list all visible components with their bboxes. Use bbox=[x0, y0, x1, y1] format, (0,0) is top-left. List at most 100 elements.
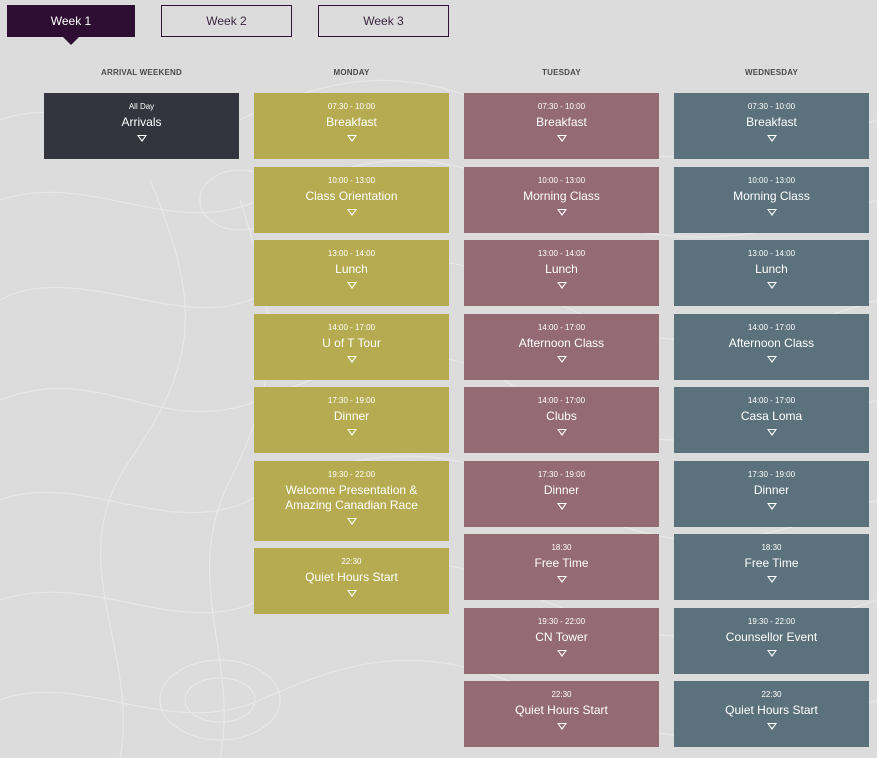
expand-chevron-icon[interactable] bbox=[766, 576, 777, 583]
event-card[interactable]: 22:30 Quiet Hours Start bbox=[254, 548, 449, 614]
expand-chevron-icon[interactable] bbox=[556, 355, 567, 363]
expand-chevron-icon[interactable] bbox=[556, 282, 567, 289]
event-title: Arrivals bbox=[121, 115, 162, 129]
event-card[interactable]: 19:30 - 22:00 CN Tower bbox=[464, 607, 659, 674]
event-card[interactable]: 17:30 - 19:00 Dinner bbox=[464, 460, 659, 527]
day-heading: ARRIVAL WEEKEND bbox=[101, 68, 182, 77]
event-time: 13:00 - 14:00 bbox=[327, 249, 376, 258]
day-heading: WEDNESDAY bbox=[744, 68, 799, 77]
expand-chevron-icon[interactable] bbox=[766, 135, 777, 142]
event-title: Class Orientation bbox=[305, 188, 398, 203]
event-title: Breakfast bbox=[746, 115, 797, 129]
event-card[interactable]: 14:00 - 17:00 Casa Loma bbox=[674, 387, 869, 453]
event-time: 14:00 - 17:00 bbox=[747, 322, 796, 332]
event-card[interactable]: 14:00 - 17:00 Clubs bbox=[464, 387, 659, 453]
event-card[interactable]: 07:30 - 10:00 Breakfast bbox=[464, 93, 659, 159]
event-card[interactable]: 13:00 - 14:00 Lunch bbox=[674, 240, 869, 306]
event-title: Lunch bbox=[755, 262, 788, 276]
event-time: 10:00 - 13:00 bbox=[747, 175, 796, 185]
event-time: 10:00 - 13:00 bbox=[537, 175, 586, 185]
event-time: 22:30 bbox=[761, 690, 782, 699]
event-time: 14:00 - 17:00 bbox=[537, 396, 586, 405]
event-card[interactable]: 07:30 - 10:00 Breakfast bbox=[674, 93, 869, 159]
event-card[interactable]: 19:30 - 22:00 Counsellor Event bbox=[674, 607, 869, 674]
event-title: Free Time bbox=[744, 556, 799, 570]
expand-chevron-icon[interactable] bbox=[556, 649, 567, 657]
tab-week-3[interactable]: Week 3 bbox=[318, 5, 449, 37]
expand-chevron-icon[interactable] bbox=[346, 429, 357, 436]
expand-chevron-icon[interactable] bbox=[766, 502, 777, 510]
event-card[interactable]: 17:30 - 19:00 Dinner bbox=[254, 387, 449, 453]
event-time: 18:30 bbox=[551, 543, 572, 552]
event-card[interactable]: 10:00 - 13:00 Morning Class bbox=[674, 166, 869, 233]
event-time: 07:30 - 10:00 bbox=[747, 102, 796, 111]
event-title: Afternoon Class bbox=[518, 335, 605, 350]
event-title: Quiet Hours Start bbox=[725, 703, 818, 717]
expand-chevron-icon[interactable] bbox=[346, 355, 357, 363]
event-title: Breakfast bbox=[536, 115, 587, 129]
event-time: All Day bbox=[128, 102, 155, 111]
expand-chevron-icon[interactable] bbox=[556, 208, 567, 216]
day-heading: TUESDAY bbox=[542, 68, 581, 77]
event-title: CN Tower bbox=[535, 629, 588, 644]
event-title: Lunch bbox=[335, 262, 368, 276]
event-time: 10:00 - 13:00 bbox=[327, 175, 376, 185]
event-time: 14:00 - 17:00 bbox=[747, 396, 796, 405]
event-time: 13:00 - 14:00 bbox=[747, 249, 796, 258]
event-time: 14:00 - 17:00 bbox=[537, 322, 586, 332]
event-title: Morning Class bbox=[523, 188, 600, 203]
event-card[interactable]: 14:00 - 17:00 Afternoon Class bbox=[464, 313, 659, 380]
event-title: Quiet Hours Start bbox=[515, 703, 608, 717]
expand-chevron-icon[interactable] bbox=[556, 576, 567, 583]
expand-chevron-icon[interactable] bbox=[766, 723, 777, 730]
expand-chevron-icon[interactable] bbox=[556, 429, 567, 436]
expand-chevron-icon[interactable] bbox=[556, 502, 567, 510]
event-card[interactable]: 14:00 - 17:00 U of T Tour bbox=[254, 313, 449, 380]
event-card[interactable]: 17:30 - 19:00 Dinner bbox=[674, 460, 869, 527]
expand-chevron-icon[interactable] bbox=[766, 429, 777, 436]
event-title: Dinner bbox=[543, 482, 580, 497]
day-column-arrival: ARRIVAL WEEKEND All Day Arrivals bbox=[44, 68, 239, 167]
expand-chevron-icon[interactable] bbox=[346, 282, 357, 289]
event-card[interactable]: 10:00 - 13:00 Morning Class bbox=[464, 166, 659, 233]
expand-chevron-icon[interactable] bbox=[766, 282, 777, 289]
event-card[interactable]: 10:00 - 13:00 Class Orientation bbox=[254, 166, 449, 233]
expand-chevron-icon[interactable] bbox=[766, 208, 777, 216]
event-card[interactable]: 22:30 Quiet Hours Start bbox=[464, 681, 659, 747]
event-time: 17:30 - 19:00 bbox=[537, 469, 586, 479]
event-card[interactable]: 18:30 Free Time bbox=[674, 534, 869, 600]
event-card[interactable]: 18:30 Free Time bbox=[464, 534, 659, 600]
event-card[interactable]: 22:30 Quiet Hours Start bbox=[674, 681, 869, 747]
expand-chevron-icon[interactable] bbox=[766, 355, 777, 363]
expand-chevron-icon[interactable] bbox=[346, 590, 357, 597]
tab-week-1[interactable]: Week 1 bbox=[7, 5, 135, 45]
event-time: 19:30 - 22:00 bbox=[537, 616, 586, 626]
event-card[interactable]: 13:00 - 14:00 Lunch bbox=[464, 240, 659, 306]
expand-chevron-icon[interactable] bbox=[346, 517, 357, 525]
expand-chevron-icon[interactable] bbox=[136, 135, 147, 142]
event-title: Afternoon Class bbox=[728, 335, 815, 350]
event-card[interactable]: 07:30 - 10:00 Breakfast bbox=[254, 93, 449, 159]
event-title: Casa Loma bbox=[740, 409, 803, 423]
event-time: 14:00 - 17:00 bbox=[327, 322, 376, 332]
day-column-monday: MONDAY 07:30 - 10:00 Breakfast 10:00 - 1… bbox=[254, 68, 449, 622]
event-card[interactable]: 19:30 - 22:00 Welcome Presentation & Ama… bbox=[254, 460, 449, 541]
expand-chevron-icon[interactable] bbox=[346, 208, 357, 216]
expand-chevron-icon[interactable] bbox=[556, 723, 567, 730]
event-time: 22:30 bbox=[551, 690, 572, 699]
event-title: Breakfast bbox=[326, 115, 377, 129]
expand-chevron-icon[interactable] bbox=[766, 649, 777, 657]
event-time: 17:30 - 19:00 bbox=[327, 396, 376, 405]
expand-chevron-icon[interactable] bbox=[346, 135, 357, 142]
event-title: Welcome Presentation & Amazing Canadian … bbox=[285, 482, 418, 512]
event-card[interactable]: 14:00 - 17:00 Afternoon Class bbox=[674, 313, 869, 380]
event-time: 07:30 - 10:00 bbox=[327, 102, 376, 111]
event-card[interactable]: 13:00 - 14:00 Lunch bbox=[254, 240, 449, 306]
day-heading: MONDAY bbox=[333, 68, 370, 77]
event-time: 13:00 - 14:00 bbox=[537, 249, 586, 258]
event-card[interactable]: All Day Arrivals bbox=[44, 93, 239, 159]
event-title: Morning Class bbox=[733, 188, 810, 203]
expand-chevron-icon[interactable] bbox=[556, 135, 567, 142]
event-title: Clubs bbox=[546, 409, 577, 423]
tab-week-2[interactable]: Week 2 bbox=[161, 5, 292, 37]
